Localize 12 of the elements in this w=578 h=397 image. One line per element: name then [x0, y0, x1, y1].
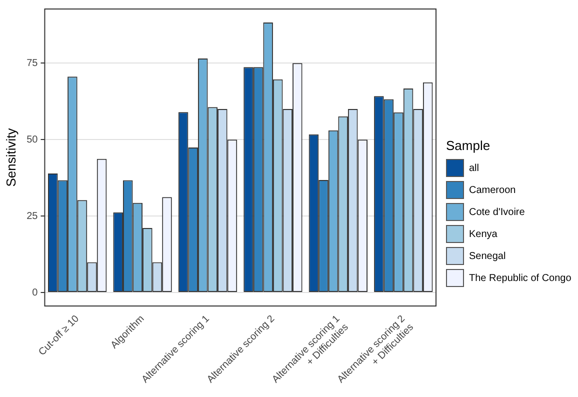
legend-label: The Republic of Congo: [469, 272, 572, 284]
legend-label: all: [469, 162, 480, 174]
y-tick-label: 50: [26, 134, 38, 146]
y-tick-label: 75: [26, 58, 38, 69]
y-tick-label: 0: [32, 287, 38, 298]
legend-label: Cameroon: [469, 184, 516, 196]
y-tick-label: 25: [26, 210, 38, 222]
legend-title: Sample: [446, 138, 492, 153]
y-axis-title: Sensitivity: [3, 128, 18, 187]
legend-label: Senegal: [469, 250, 506, 262]
legend-label: Kenya: [469, 228, 498, 240]
legend-label: Cote d'Ivoire: [469, 206, 525, 218]
